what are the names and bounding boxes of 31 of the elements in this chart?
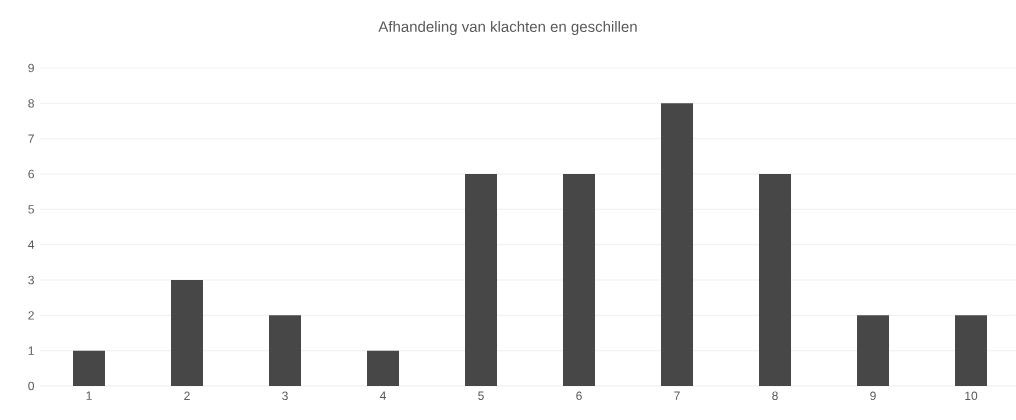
bar — [269, 315, 302, 386]
y-tick-label: 9 — [28, 63, 34, 73]
x-tick-label: 9 — [870, 391, 876, 401]
bar — [73, 350, 105, 386]
y-tick-label: 2 — [28, 311, 34, 320]
bar — [171, 280, 203, 386]
y-tick-label: 1 — [28, 346, 34, 355]
x-tick-label: 5 — [478, 391, 484, 400]
y-tick-label: 4 — [28, 240, 35, 249]
x-tick-label: 8 — [772, 391, 778, 401]
y-tick-label: 3 — [28, 275, 34, 285]
x-tick-label: 6 — [576, 391, 582, 401]
bar — [955, 315, 988, 386]
y-tick-label: 0 — [28, 381, 35, 391]
x-tick-label: 10 — [965, 391, 978, 401]
x-tick-label: 2 — [184, 391, 190, 400]
bar — [563, 174, 596, 386]
x-tick-label: 7 — [674, 391, 680, 400]
bar — [661, 103, 694, 386]
y-tick-label: 5 — [28, 205, 34, 214]
bar — [759, 174, 792, 386]
bar — [465, 174, 498, 386]
y-tick-label: 8 — [28, 99, 34, 108]
bar — [857, 315, 890, 386]
x-tick-label: 4 — [379, 391, 386, 400]
y-tick-label: 7 — [28, 134, 34, 143]
chart-title: Afhandeling van klachten en geschillen — [378, 21, 637, 35]
x-tick-label: 3 — [282, 391, 288, 401]
y-tick-label: 6 — [28, 169, 34, 179]
x-tick-label: 1 — [86, 391, 92, 400]
bar — [367, 350, 399, 386]
